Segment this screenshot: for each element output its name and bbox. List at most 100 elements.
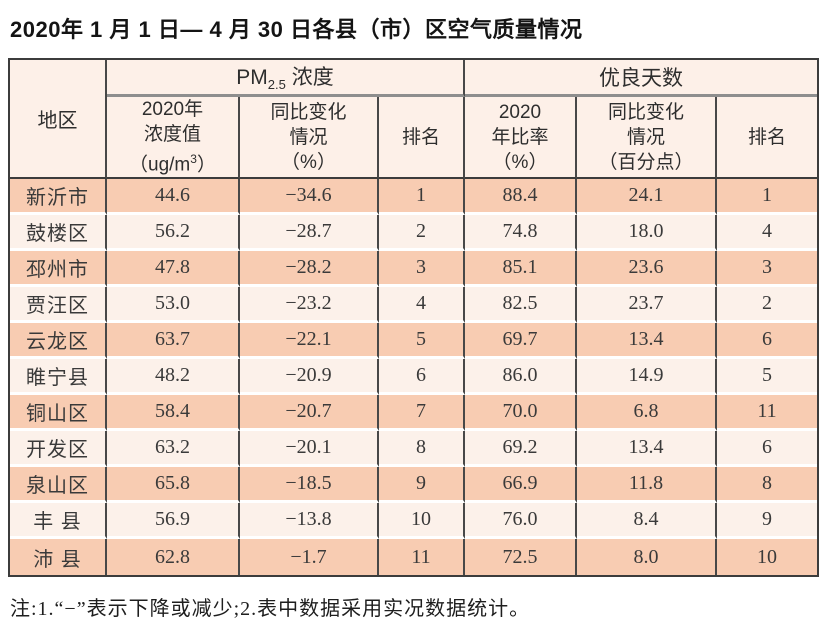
gd-change-cell: 6.8 <box>577 395 717 432</box>
pm-change-cell: −22.1 <box>240 323 379 360</box>
pm-value-cell: 48.2 <box>107 359 240 396</box>
pm-rank-cell: 10 <box>379 503 465 540</box>
gd-ratio-cell: 72.5 <box>465 539 577 576</box>
gd-ratio-cell: 88.4 <box>465 179 577 216</box>
pm-value-header-lines: 2020年 浓度值 <box>141 99 204 145</box>
region-cell: 开发区 <box>10 431 107 468</box>
gd-change-cell: 11.8 <box>577 467 717 504</box>
gd-change-cell: 13.4 <box>577 431 717 468</box>
air-quality-table: 地区 PM2.5 浓度 优良天数 2020年 浓度值 （ug/m3） 同比变化 … <box>8 58 819 578</box>
pm-value-cell: 56.2 <box>107 215 240 252</box>
pm-value-unit: （ug/m3） <box>107 147 238 177</box>
region-cell: 铜山区 <box>10 395 107 432</box>
region-cell: 邳州市 <box>10 251 107 288</box>
pm-value-cell: 58.4 <box>107 395 240 432</box>
table-row: 贾汪区 53.0 −23.2 4 82.5 23.7 2 <box>10 287 817 324</box>
table-row: 丰 县 56.9 −13.8 10 76.0 8.4 9 <box>10 503 817 540</box>
pm-rank-cell: 1 <box>379 179 465 216</box>
gd-rank-cell: 8 <box>717 467 817 504</box>
pm25-label-prefix: PM <box>236 66 268 90</box>
unit-superscript: 3 <box>190 152 197 166</box>
gd-ratio-cell: 82.5 <box>465 287 577 324</box>
gd-ratio-cell: 74.8 <box>465 215 577 252</box>
gd-ratio-cell: 70.0 <box>465 395 577 432</box>
table-row: 开发区 63.2 −20.1 8 69.2 13.4 6 <box>10 431 817 468</box>
region-cell: 沛 县 <box>10 539 107 576</box>
gd-change-cell: 24.1 <box>577 179 717 216</box>
pm-change-cell: −20.9 <box>240 359 379 396</box>
pm-change-header: 同比变化 情况 （%） <box>240 97 379 180</box>
region-cell: 丰 县 <box>10 503 107 540</box>
pm-change-cell: −1.7 <box>240 539 379 576</box>
pm25-group-header: PM2.5 浓度 <box>107 60 465 97</box>
gd-ratio-cell: 69.7 <box>465 323 577 360</box>
table-row: 睢宁县 48.2 −20.9 6 86.0 14.9 5 <box>10 359 817 396</box>
gd-change-cell: 23.7 <box>577 287 717 324</box>
pm-rank-cell: 7 <box>379 395 465 432</box>
pm-change-cell: −18.5 <box>240 467 379 504</box>
gd-ratio-cell: 66.9 <box>465 467 577 504</box>
gd-ratio-cell: 69.2 <box>465 431 577 468</box>
pm25-subscript: 2.5 <box>267 77 286 93</box>
pm-value-cell: 62.8 <box>107 539 240 576</box>
pm-rank-cell: 11 <box>379 539 465 576</box>
pm-value-cell: 65.8 <box>107 467 240 504</box>
pm-value-cell: 47.8 <box>107 251 240 288</box>
gd-rank-cell: 10 <box>717 539 817 576</box>
table-row: 云龙区 63.7 −22.1 5 69.7 13.4 6 <box>10 323 817 360</box>
pm-value-cell: 63.7 <box>107 323 240 360</box>
pm-rank-cell: 4 <box>379 287 465 324</box>
region-cell: 泉山区 <box>10 467 107 504</box>
footnote: 注:1.“−”表示下降或减少;2.表中数据采用实况数据统计。 <box>10 598 531 620</box>
gd-rank-cell: 11 <box>717 395 817 432</box>
gd-change-cell: 23.6 <box>577 251 717 288</box>
pm-value-header: 2020年 浓度值 （ug/m3） <box>107 97 240 180</box>
region-cell: 鼓楼区 <box>10 215 107 252</box>
page-title: 2020年 1 月 1 日— 4 月 30 日各县（市）区空气质量情况 <box>10 17 583 42</box>
pm-change-cell: −20.7 <box>240 395 379 432</box>
pm-value-cell: 63.2 <box>107 431 240 468</box>
pm-rank-cell: 5 <box>379 323 465 360</box>
pm-value-cell: 44.6 <box>107 179 240 216</box>
pm-rank-cell: 8 <box>379 431 465 468</box>
gd-rank-cell: 2 <box>717 287 817 324</box>
pm-rank-cell: 6 <box>379 359 465 396</box>
gd-ratio-cell: 76.0 <box>465 503 577 540</box>
pm-change-cell: −28.7 <box>240 215 379 252</box>
region-cell: 睢宁县 <box>10 359 107 396</box>
gd-rank-cell: 1 <box>717 179 817 216</box>
table-row: 泉山区 65.8 −18.5 9 66.9 11.8 8 <box>10 467 817 504</box>
gd-rank-cell: 5 <box>717 359 817 396</box>
pm-rank-cell: 2 <box>379 215 465 252</box>
unit-post: ） <box>196 154 216 176</box>
pm-value-cell: 56.9 <box>107 503 240 540</box>
gd-rank-cell: 6 <box>717 323 817 360</box>
pm-change-cell: −28.2 <box>240 251 379 288</box>
region-column-header: 地区 <box>10 60 107 180</box>
gd-change-cell: 13.4 <box>577 323 717 360</box>
header-group-row: 地区 PM2.5 浓度 优良天数 <box>10 60 817 180</box>
pm-change-cell: −23.2 <box>240 287 379 324</box>
pm-change-cell: −13.8 <box>240 503 379 540</box>
pm-rank-cell: 3 <box>379 251 465 288</box>
pm-rank-cell: 9 <box>379 467 465 504</box>
region-cell: 新沂市 <box>10 179 107 216</box>
pm-change-cell: −20.1 <box>240 431 379 468</box>
table-body: 新沂市 44.6 −34.6 1 88.4 24.1 1 鼓楼区 56.2 −2… <box>10 179 817 576</box>
pm-change-cell: −34.6 <box>240 179 379 216</box>
pm-rank-header: 排名 <box>379 97 465 180</box>
gd-change-cell: 14.9 <box>577 359 717 396</box>
pm-value-cell: 53.0 <box>107 287 240 324</box>
gd-change-cell: 8.4 <box>577 503 717 540</box>
gd-rank-cell: 3 <box>717 251 817 288</box>
pm25-label-suffix: 浓度 <box>285 66 334 90</box>
good-days-group-header: 优良天数 <box>465 60 817 97</box>
header-sub-row: 2020年 浓度值 （ug/m3） 同比变化 情况 （%） 排名 2020 年比… <box>10 97 817 180</box>
gd-rank-cell: 6 <box>717 431 817 468</box>
gd-ratio-cell: 85.1 <box>465 251 577 288</box>
gd-change-header: 同比变化 情况 （百分点） <box>577 97 717 180</box>
gd-ratio-cell: 86.0 <box>465 359 577 396</box>
gd-rank-header: 排名 <box>717 97 817 180</box>
region-cell: 云龙区 <box>10 323 107 360</box>
